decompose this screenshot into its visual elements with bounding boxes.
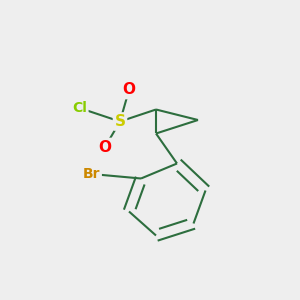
Text: O: O [122, 82, 136, 98]
Text: Br: Br [83, 167, 100, 181]
Text: Cl: Cl [72, 101, 87, 115]
Text: O: O [98, 140, 112, 154]
Text: S: S [115, 114, 125, 129]
